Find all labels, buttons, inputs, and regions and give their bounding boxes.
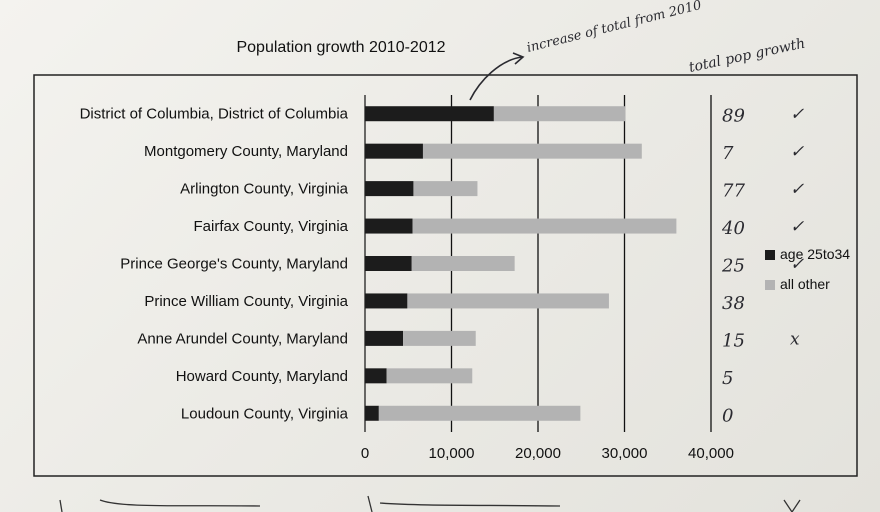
legend-label-all-other: all other	[780, 276, 830, 292]
annotation-arrowhead	[512, 52, 525, 65]
bar-group	[365, 106, 677, 421]
handwritten-note-right: total pop growth	[688, 36, 807, 76]
bar-age-25to34-0	[365, 106, 494, 122]
bar-all-other-7	[386, 368, 473, 384]
bar-all-other-0	[493, 106, 626, 122]
bottom-scribble	[59, 495, 801, 512]
handwritten-check-mark: ✓	[790, 142, 804, 162]
category-labels: District of Columbia, District of Columb…	[80, 106, 349, 423]
bar-all-other-6	[403, 330, 476, 346]
handwritten-total-mark: 25	[721, 256, 745, 277]
category-label: Fairfax County, Virginia	[193, 218, 348, 235]
legend-swatch-all-other	[765, 280, 775, 290]
x-tick-labels: 0 10,000 20,000 30,000 40,000	[361, 445, 734, 462]
handwritten-total-mark: 38	[722, 293, 745, 314]
handwritten-total-mark: 77	[722, 181, 745, 202]
category-label: District of Columbia, District of Columb…	[80, 106, 349, 123]
category-label: Anne Arundel County, Maryland	[137, 330, 348, 347]
bar-all-other-2	[413, 181, 478, 197]
handwritten-total-mark: 15	[722, 330, 745, 351]
bar-age-25to34-1	[365, 143, 423, 159]
legend-label-age-25to34: age 25to34	[780, 246, 850, 262]
bar-all-other-5	[407, 293, 609, 309]
handwritten-total-mark: 5	[722, 368, 733, 389]
x-tick-label: 0	[361, 445, 369, 462]
handwritten-check-mark: x	[790, 329, 800, 349]
chart-frame	[33, 74, 858, 477]
handwritten-row-marks: 89 ✓ 7 ✓ 77 ✓ 40 ✓ 25 ✓ 38 15 x 5 0	[721, 105, 804, 427]
legend-swatch-age-25to34	[765, 250, 775, 260]
bar-age-25to34-2	[365, 181, 414, 197]
handwritten-check-mark: ✓	[790, 105, 804, 125]
bar-age-25to34-7	[365, 368, 387, 384]
bar-age-25to34-8	[365, 405, 379, 421]
bar-age-25to34-4	[365, 256, 412, 271]
category-label: Loudoun County, Virginia	[181, 405, 349, 422]
x-tick-label: 30,000	[602, 445, 648, 462]
bar-all-other-8	[378, 405, 581, 421]
handwritten-total-mark: 0	[722, 405, 733, 426]
handwritten-check-mark: ✓	[790, 180, 804, 200]
category-label: Montgomery County, Maryland	[144, 143, 348, 160]
handwritten-check-mark: ✓	[790, 217, 804, 237]
handwritten-total-mark: 40	[721, 218, 745, 239]
x-tick-label: 10,000	[429, 445, 475, 462]
category-label: Prince George's County, Maryland	[120, 256, 348, 273]
category-label: Prince William County, Virginia	[144, 293, 348, 310]
bar-age-25to34-6	[365, 330, 404, 346]
annotation-arrow	[469, 56, 523, 101]
category-label: Arlington County, Virginia	[180, 181, 349, 198]
x-tick-label: 40,000	[688, 445, 734, 462]
handwritten-check-mark: ✓	[790, 255, 804, 275]
category-label: Howard County, Maryland	[176, 368, 348, 385]
chart-title: Population growth 2010-2012	[236, 39, 445, 56]
bar-age-25to34-3	[365, 218, 413, 234]
bar-all-other-1	[422, 143, 642, 159]
handwritten-total-mark: 7	[722, 143, 734, 164]
bar-age-25to34-5	[365, 293, 408, 309]
handwritten-total-mark: 89	[722, 106, 745, 127]
x-tick-label: 20,000	[515, 445, 561, 462]
handwritten-note-top: increase of total from 2010	[525, 0, 703, 56]
legend: age 25to34 all other	[765, 246, 850, 292]
bar-all-other-3	[412, 218, 677, 234]
bar-all-other-4	[411, 256, 515, 271]
